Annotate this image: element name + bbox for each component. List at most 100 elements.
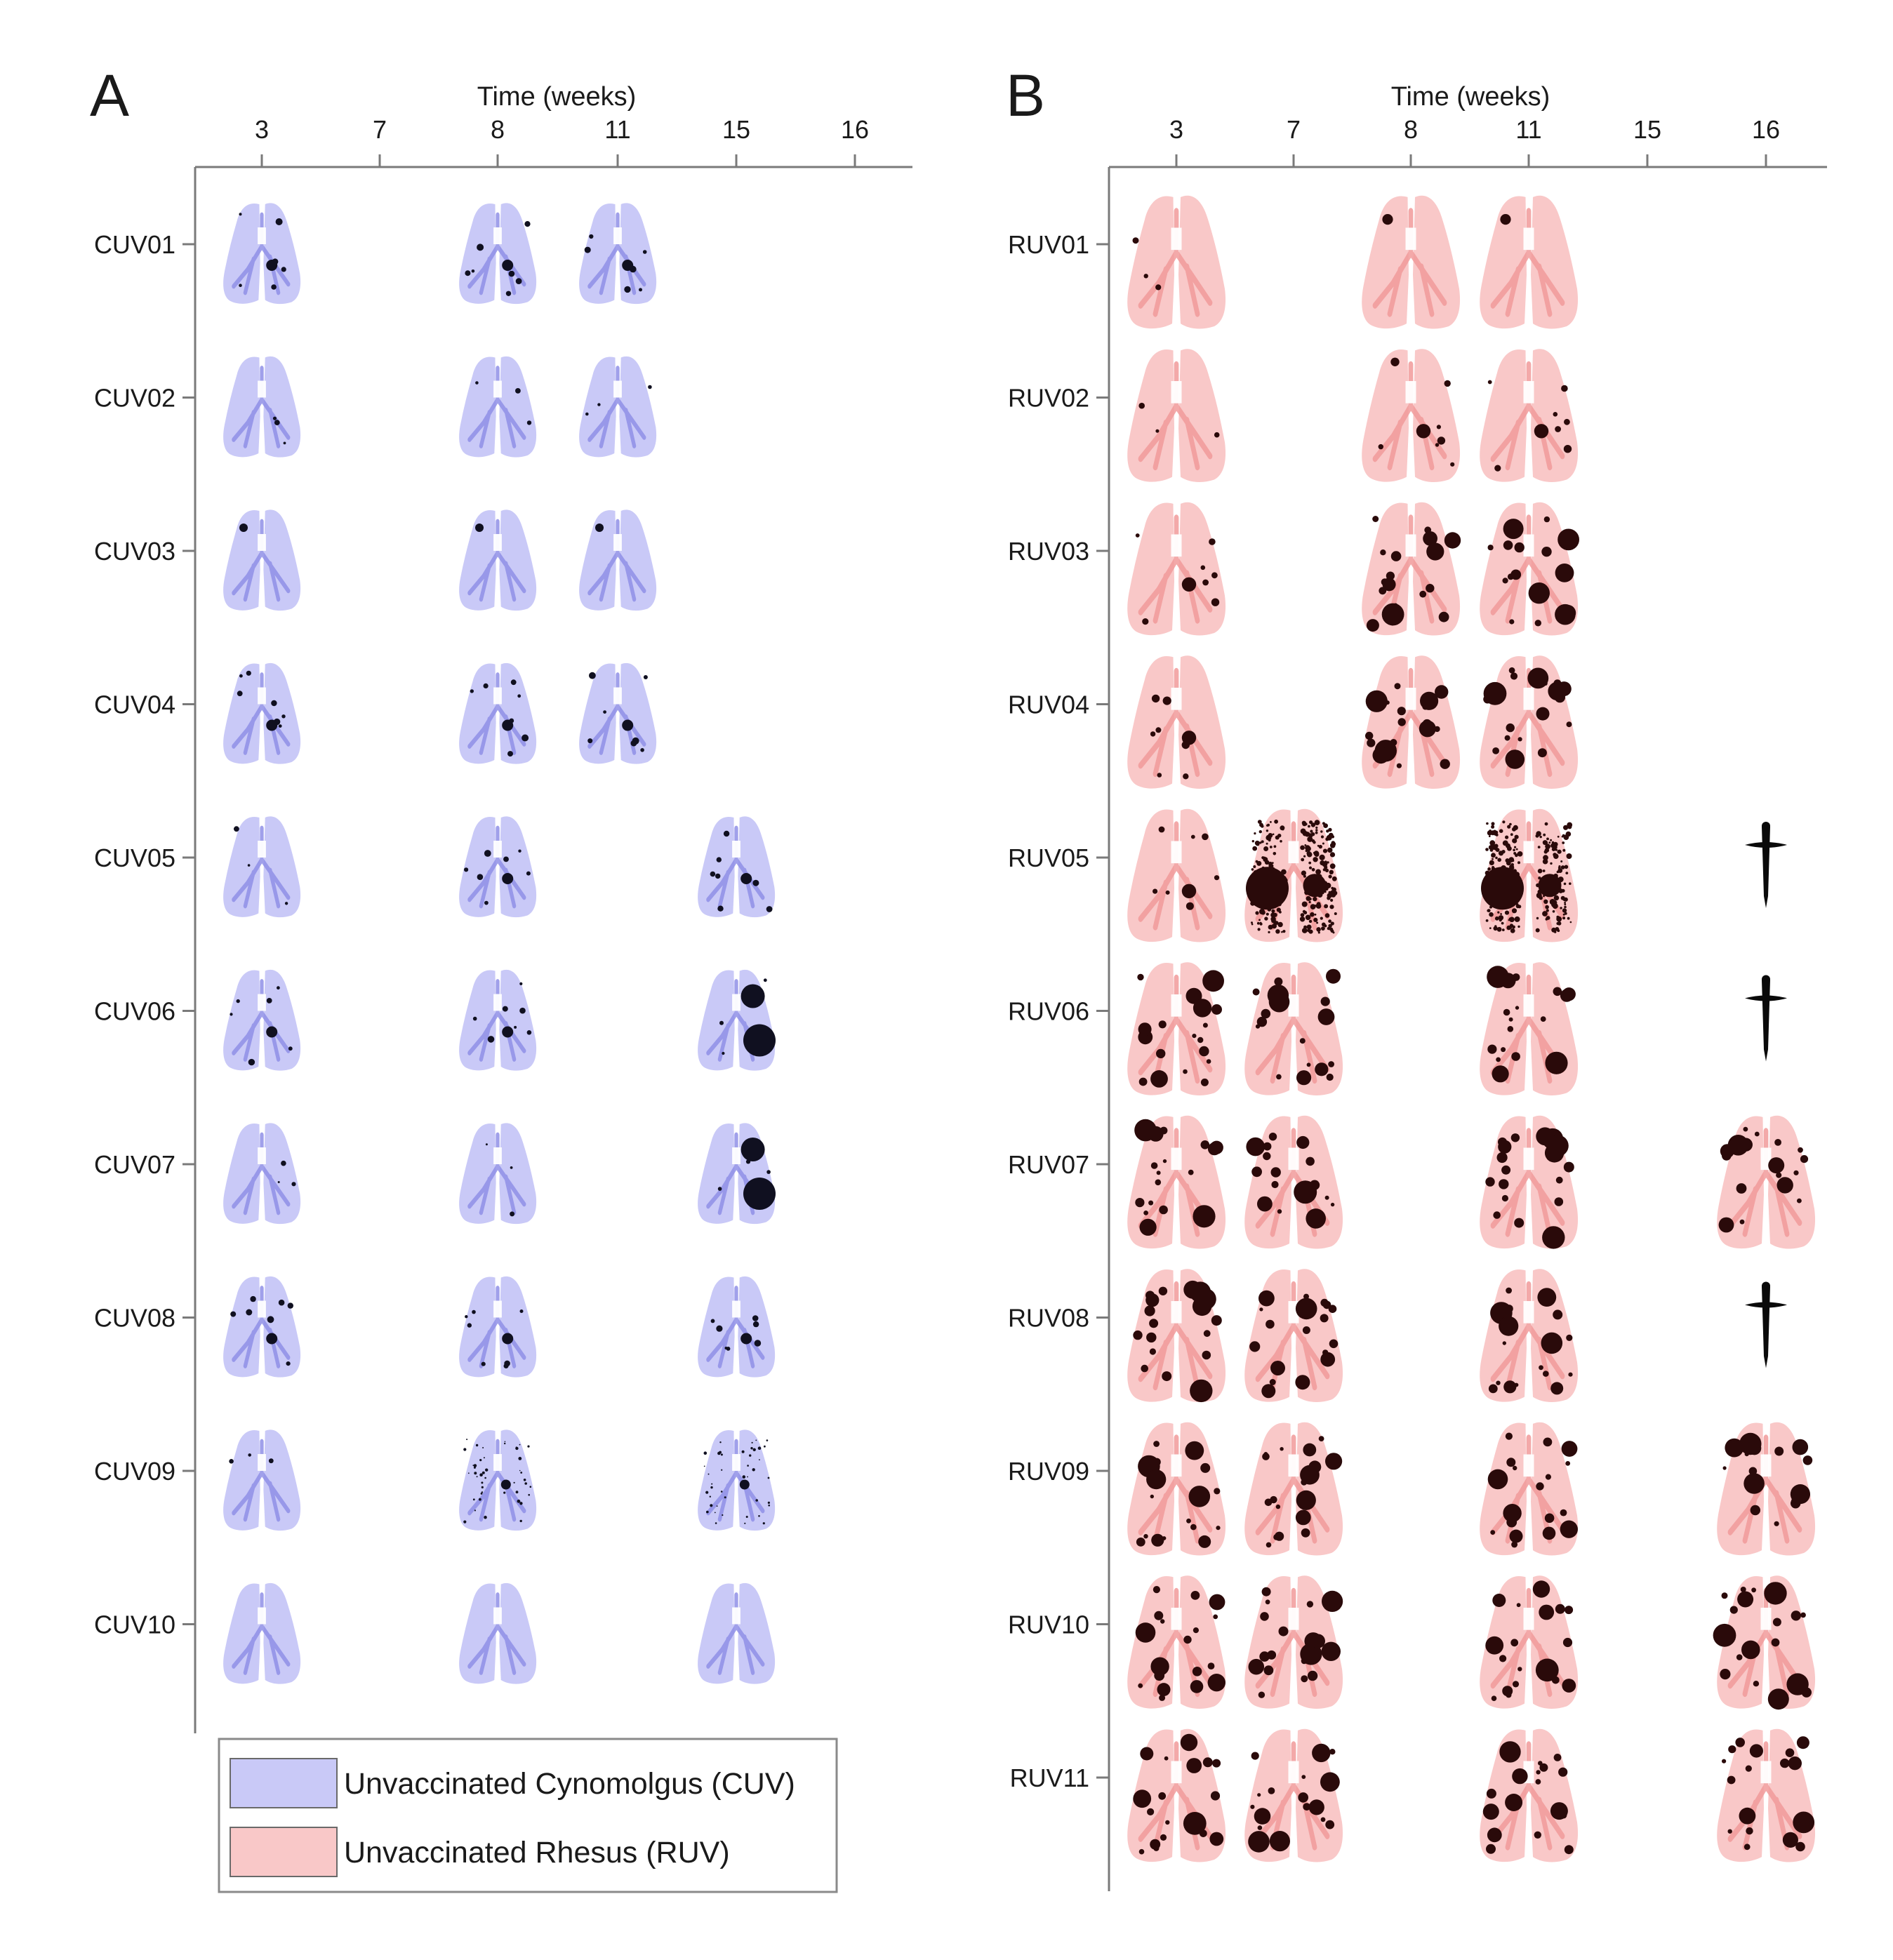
lesion-dot: [1491, 1695, 1497, 1701]
lesion-dot: [1271, 909, 1275, 913]
trachea-gap: [732, 1454, 740, 1471]
lesion-dot: [1536, 831, 1541, 836]
lesion-dot: [1320, 1817, 1326, 1822]
lesion-dot: [246, 670, 251, 676]
lesion-dot: [714, 1512, 716, 1514]
lesion-dot: [1326, 829, 1329, 833]
lesion-dot: [740, 873, 752, 884]
lung-scan: [698, 969, 776, 1071]
lung-scan: [1127, 808, 1226, 942]
lesion-dot: [1564, 1845, 1574, 1855]
lesion-dot: [1435, 685, 1449, 699]
lung-scan: [223, 203, 301, 305]
lesion-dot: [1263, 1142, 1272, 1151]
lesion-dot: [529, 1486, 532, 1488]
lesion-dot: [1539, 1365, 1543, 1371]
lesion-dot: [475, 1444, 479, 1447]
lesion-dot: [723, 830, 730, 837]
lesion-dot: [1211, 598, 1220, 606]
lesion-dot: [515, 278, 522, 284]
lesion-dot: [1299, 916, 1306, 922]
lesion-dot: [755, 1439, 757, 1441]
lesion-dot: [1331, 835, 1335, 839]
lesion-dot: [481, 1481, 484, 1484]
subject-label: RUV01: [1008, 230, 1089, 259]
lesion-dot: [1330, 1202, 1335, 1207]
lesion-dot: [589, 672, 596, 679]
lesion-dot: [720, 1453, 723, 1456]
lung-scan: [1745, 822, 1787, 908]
lesion-dot: [1281, 931, 1283, 933]
lesion-dot: [1564, 865, 1569, 869]
lung-outline: [459, 969, 537, 1071]
lesion-dot: [648, 385, 652, 389]
left-lobe: [223, 203, 260, 304]
lesion-dot: [1258, 830, 1263, 834]
lesion-dot: [1569, 921, 1572, 924]
lesion-dot: [519, 1007, 526, 1014]
trachea-gap: [1523, 534, 1534, 557]
lesion-dot: [724, 1496, 726, 1499]
lesion-dot: [1156, 1048, 1166, 1059]
lesion-dot: [1254, 1808, 1271, 1825]
lesion-dot: [1315, 903, 1322, 909]
lesion-dot: [1329, 852, 1336, 858]
lung-outline: [223, 356, 301, 458]
lesion-dot: [510, 679, 517, 686]
lesion-dot: [1503, 540, 1513, 550]
lesion-dot: [1440, 759, 1450, 769]
lesion-dot: [1382, 214, 1393, 225]
week-tick-label: 11: [1515, 115, 1541, 144]
lung-scan: [1127, 1575, 1226, 1709]
lesion-dot: [1269, 1831, 1290, 1852]
lesion-dot: [477, 874, 484, 880]
lesion-dot: [1334, 912, 1337, 915]
lung-scan: [1127, 1728, 1226, 1862]
lesion-dot: [1148, 1200, 1154, 1206]
trachea-gap: [258, 1454, 266, 1471]
lesion-dot: [1543, 899, 1548, 905]
lesion-dot: [1324, 868, 1329, 872]
lesion-dot: [1251, 923, 1254, 926]
lesion-dot: [1536, 916, 1539, 920]
deceased-dagger-icon: [1745, 1281, 1787, 1368]
lesion-dot: [1528, 582, 1550, 604]
lesion-dot: [1556, 916, 1562, 922]
lesion-dot: [1774, 1139, 1782, 1146]
lesion-dot: [1503, 1504, 1522, 1523]
lesion-dot: [1553, 1754, 1562, 1761]
lesion-dot: [1774, 1521, 1779, 1526]
lesion-dot: [1155, 727, 1162, 733]
lesion-dot: [1553, 900, 1557, 905]
lung-scan: [459, 816, 537, 918]
lesion-dot: [1144, 1305, 1155, 1316]
lesion-dot: [1735, 1738, 1745, 1747]
lesion-dot: [526, 1030, 532, 1035]
lesion-dot: [1501, 1047, 1506, 1053]
lesion-dot: [1488, 845, 1494, 850]
lesion-dot: [1320, 835, 1324, 839]
trachea-gap: [1523, 841, 1534, 864]
lung-scan: [1127, 349, 1226, 483]
lesion-dot: [502, 1026, 514, 1038]
trachea-gap: [258, 1300, 266, 1318]
lung-scan: [1244, 1575, 1343, 1709]
lesion-dot: [1200, 1462, 1211, 1473]
lesion-dot: [1145, 1293, 1160, 1307]
lesion-dot: [1561, 1441, 1578, 1457]
lesion-dot: [1560, 1509, 1567, 1516]
lesion-dot: [1435, 443, 1440, 447]
lesion-dot: [1721, 1592, 1728, 1599]
lesion-dot: [764, 1445, 766, 1448]
lesion-dot: [1306, 924, 1312, 930]
trachea-gap: [1523, 1147, 1534, 1171]
lesion-dot: [1320, 830, 1323, 833]
lesion-dot: [1426, 542, 1444, 561]
lesion-dot: [284, 902, 288, 905]
lesion-dot: [480, 1493, 483, 1495]
lesion-dot: [710, 1486, 713, 1489]
lesion-dot: [1557, 849, 1562, 854]
lesion-dot: [1295, 1509, 1311, 1526]
lesion-dot: [1266, 912, 1269, 916]
lesion-dot: [479, 1473, 483, 1476]
